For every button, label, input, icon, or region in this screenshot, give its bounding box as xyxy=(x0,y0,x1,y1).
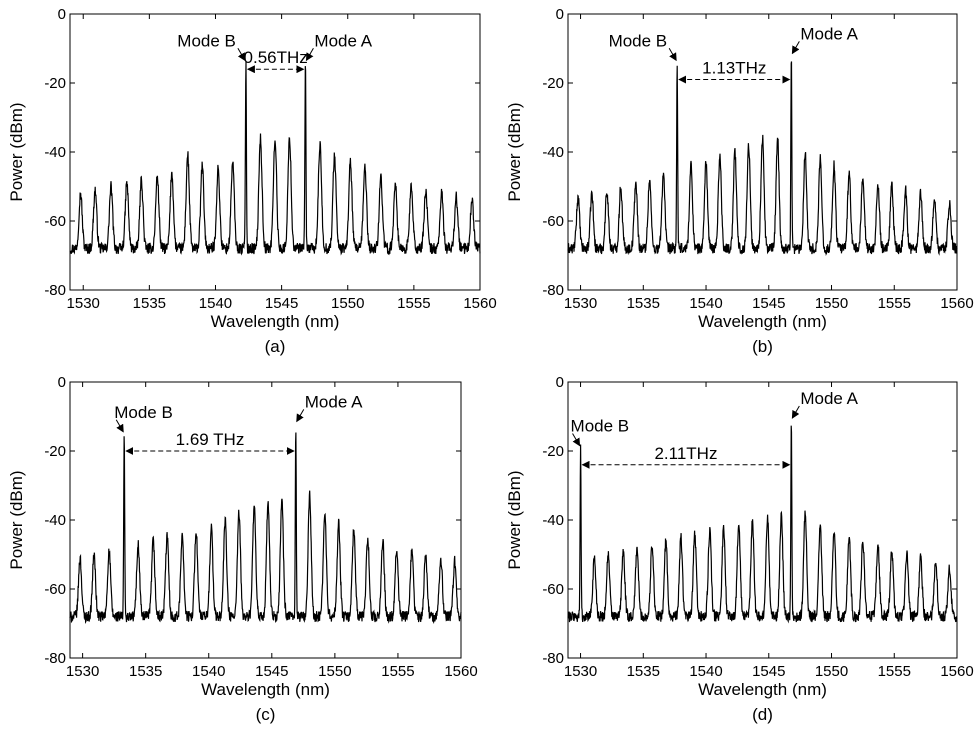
y-axis-label: Power (dBm) xyxy=(505,470,524,569)
x-tick-label: 1530 xyxy=(564,663,597,680)
y-tick-label: -80 xyxy=(542,282,564,299)
x-tick-label: 1540 xyxy=(192,663,225,680)
mode-a-label: Mode A xyxy=(314,31,372,50)
x-tick-label: 1560 xyxy=(940,295,973,312)
spacing-label: 0.56THz xyxy=(244,48,308,67)
y-tick-label: -80 xyxy=(44,650,66,667)
x-tick-label: 1555 xyxy=(878,295,911,312)
mode-b-arrow xyxy=(237,48,246,62)
x-tick-label: 1550 xyxy=(318,663,351,680)
y-axis-label: Power (dBm) xyxy=(7,470,26,569)
mode-a-arrow xyxy=(791,405,800,419)
x-tick-label: 1555 xyxy=(878,663,911,680)
mode-b-arrow xyxy=(115,419,124,433)
x-tick-label: 1535 xyxy=(129,663,162,680)
x-tick-label: 1535 xyxy=(627,295,660,312)
mode-b-label: Mode B xyxy=(571,417,630,436)
mode-b-label: Mode B xyxy=(114,403,173,422)
y-tick-label: -80 xyxy=(44,282,66,299)
mode-b-arrow xyxy=(668,48,677,62)
mode-b-label: Mode B xyxy=(609,31,668,50)
mode-a-arrow xyxy=(791,41,800,55)
x-tick-label: 1545 xyxy=(752,663,785,680)
x-tick-label: 1540 xyxy=(689,295,722,312)
x-tick-label: 1535 xyxy=(627,663,660,680)
y-tick-label: -20 xyxy=(44,443,66,460)
x-axis-label: Wavelength (nm) xyxy=(698,680,827,699)
spectrum-line xyxy=(69,61,481,256)
x-tick-label: 1545 xyxy=(265,295,298,312)
x-tick-label: 1555 xyxy=(397,295,430,312)
x-tick-label: 1545 xyxy=(255,663,288,680)
mode-a-arrow xyxy=(305,48,314,62)
y-tick-label: -20 xyxy=(542,443,564,460)
spectrum-line xyxy=(567,425,958,624)
x-tick-label: 1555 xyxy=(381,663,414,680)
x-tick-label: 1560 xyxy=(463,295,496,312)
x-tick-label: 1560 xyxy=(444,663,477,680)
x-tick-label: 1530 xyxy=(66,663,99,680)
spacing-label: 1.13THz xyxy=(702,59,766,78)
spectrum-line xyxy=(567,61,958,256)
spectrum-line xyxy=(69,432,462,625)
spacing-label: 2.11THz xyxy=(654,444,717,463)
panel-label: (c) xyxy=(256,705,276,724)
y-tick-label: 0 xyxy=(58,6,66,23)
y-tick-label: -40 xyxy=(44,512,66,529)
y-tick-label: 0 xyxy=(58,374,66,391)
spacing-label: 1.69 THz xyxy=(176,430,245,449)
y-tick-label: -60 xyxy=(542,213,564,230)
x-tick-label: 1560 xyxy=(940,663,973,680)
y-tick-label: -20 xyxy=(542,75,564,92)
panel-label: (d) xyxy=(752,705,773,724)
x-tick-label: 1540 xyxy=(199,295,232,312)
x-tick-label: 1540 xyxy=(689,663,722,680)
y-tick-label: -60 xyxy=(44,213,66,230)
y-axis-label: Power (dBm) xyxy=(7,102,26,201)
chart-panel-2: 1530 1535 1540 1545 1550 1555 1560 0 -20 -40 -60 -8… xyxy=(505,6,974,356)
x-tick-label: 1550 xyxy=(815,295,848,312)
mode-a-label: Mode A xyxy=(800,389,858,408)
y-tick-label: -60 xyxy=(44,581,66,598)
x-tick-label: 1535 xyxy=(133,295,166,312)
x-tick-label: 1545 xyxy=(752,295,785,312)
mode-a-label: Mode A xyxy=(800,24,858,43)
y-tick-label: -40 xyxy=(44,144,66,161)
x-tick-label: 1550 xyxy=(815,663,848,680)
mode-a-label: Mode A xyxy=(305,392,363,411)
x-tick-label: 1530 xyxy=(564,295,597,312)
x-tick-label: 1530 xyxy=(67,295,100,312)
panel-label: (b) xyxy=(752,337,773,356)
x-axis-label: Wavelength (nm) xyxy=(698,312,827,331)
mode-b-label: Mode B xyxy=(177,31,236,50)
y-tick-label: -80 xyxy=(542,650,564,667)
y-tick-label: -40 xyxy=(542,144,564,161)
y-tick-label: 0 xyxy=(556,6,564,23)
x-axis-label: Wavelength (nm) xyxy=(201,680,330,699)
x-tick-label: 1550 xyxy=(331,295,364,312)
x-axis-label: Wavelength (nm) xyxy=(211,312,340,331)
mode-b-arrow xyxy=(572,433,581,447)
chart-panel-1: 1530 1535 1540 1545 1550 1555 1560 0 -20 -40 -60 -8… xyxy=(7,6,497,356)
mode-a-arrow xyxy=(296,409,305,423)
panel-label: (a) xyxy=(265,337,286,356)
y-axis-label: Power (dBm) xyxy=(505,102,524,201)
chart-panel-3: 1530 1535 1540 1545 1550 1555 1560 0 -20 -40 -60 -8… xyxy=(7,374,478,724)
y-tick-label: -60 xyxy=(542,581,564,598)
chart-panel-4: 1530 1535 1540 1545 1550 1555 1560 0 -20 -40 -60 -8… xyxy=(505,374,974,724)
y-tick-label: -20 xyxy=(44,75,66,92)
y-tick-label: 0 xyxy=(556,374,564,391)
y-tick-label: -40 xyxy=(542,512,564,529)
